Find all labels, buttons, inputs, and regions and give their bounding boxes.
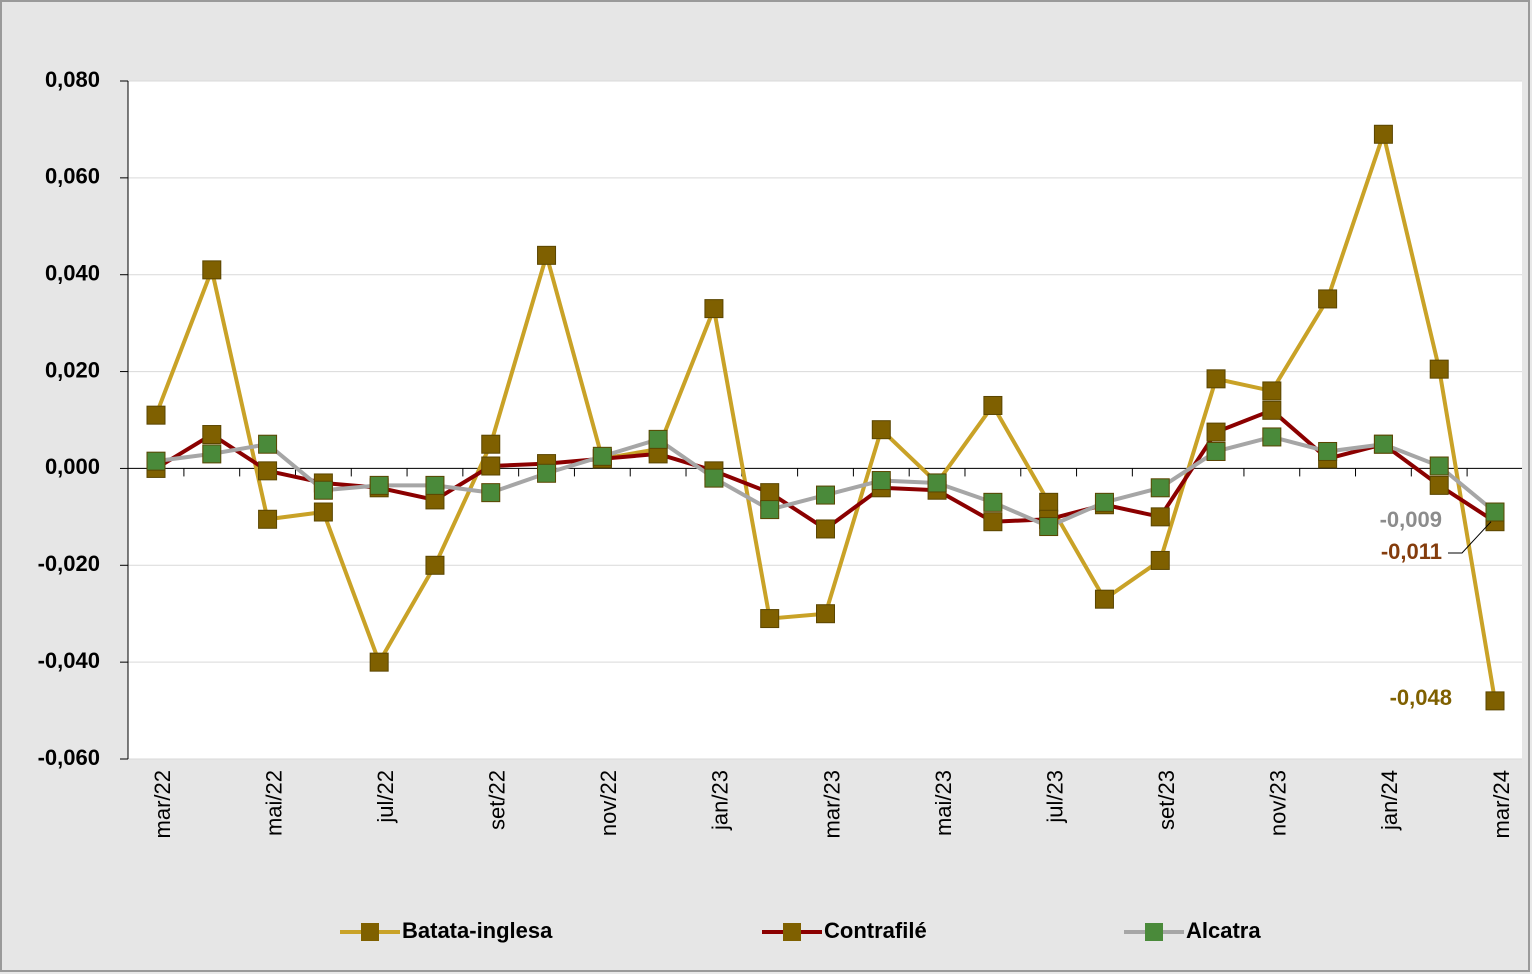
y-tick-label: -0,020 xyxy=(38,551,100,576)
y-tick-label: -0,040 xyxy=(38,648,100,673)
marker xyxy=(760,500,780,520)
marker xyxy=(927,473,947,493)
marker xyxy=(592,446,612,466)
marker xyxy=(871,471,891,491)
y-tick-label: -0,060 xyxy=(38,745,100,770)
marker xyxy=(1262,381,1282,401)
marker xyxy=(1429,475,1449,495)
x-tick-label: mai/22 xyxy=(261,770,286,836)
marker xyxy=(1429,456,1449,476)
x-tick-label: nov/23 xyxy=(1266,770,1291,836)
data-label: -0,011 xyxy=(1381,539,1442,564)
marker xyxy=(1039,517,1059,537)
marker xyxy=(1262,427,1282,447)
marker xyxy=(1429,359,1449,379)
marker xyxy=(258,509,278,529)
marker xyxy=(1318,289,1338,309)
marker xyxy=(704,468,724,488)
x-tick-label: mar/22 xyxy=(150,770,175,838)
marker xyxy=(369,652,389,672)
legend-marker xyxy=(361,923,379,941)
marker xyxy=(481,456,501,476)
marker xyxy=(146,451,166,471)
marker xyxy=(871,420,891,440)
legend-marker xyxy=(1145,923,1163,941)
marker xyxy=(425,555,445,575)
x-tick-label: mar/24 xyxy=(1489,770,1514,838)
marker xyxy=(146,405,166,425)
marker xyxy=(313,502,333,522)
marker xyxy=(202,260,222,280)
data-label: -0,009 xyxy=(1380,507,1442,532)
y-tick-label: 0,080 xyxy=(45,67,100,92)
marker xyxy=(481,483,501,503)
marker xyxy=(369,475,389,495)
marker xyxy=(202,425,222,445)
marker xyxy=(1150,507,1170,527)
x-tick-label: jul/22 xyxy=(373,770,398,824)
data-label: -0,048 xyxy=(1390,685,1452,710)
marker xyxy=(983,395,1003,415)
y-tick-label: 0,060 xyxy=(45,164,100,189)
marker xyxy=(648,429,668,449)
marker xyxy=(1206,422,1226,442)
y-tick-label: 0,000 xyxy=(45,454,100,479)
marker xyxy=(760,609,780,629)
marker xyxy=(1206,369,1226,389)
marker xyxy=(760,483,780,503)
marker xyxy=(704,299,724,319)
legend-label: Alcatra xyxy=(1186,918,1261,943)
y-tick-label: 0,020 xyxy=(45,357,100,382)
x-tick-label: jul/23 xyxy=(1042,770,1067,824)
marker xyxy=(537,463,557,483)
marker xyxy=(1485,502,1505,522)
x-tick-label: set/22 xyxy=(485,770,510,830)
y-tick-label: 0,040 xyxy=(45,261,100,286)
marker xyxy=(1094,589,1114,609)
legend-label: Contrafilé xyxy=(824,918,927,943)
x-tick-label: mar/23 xyxy=(819,770,844,838)
plot-area xyxy=(128,81,1522,759)
leader-line xyxy=(1448,521,1492,554)
x-tick-label: mai/23 xyxy=(931,770,956,836)
marker xyxy=(1262,400,1282,420)
marker xyxy=(1039,492,1059,512)
marker xyxy=(481,434,501,454)
marker xyxy=(1150,550,1170,570)
marker xyxy=(258,434,278,454)
marker xyxy=(202,444,222,464)
x-tick-label: jan/24 xyxy=(1377,770,1402,831)
legend-marker xyxy=(783,923,801,941)
marker xyxy=(983,512,1003,532)
x-tick-label: nov/22 xyxy=(596,770,621,836)
marker xyxy=(1485,691,1505,711)
x-tick-label: set/23 xyxy=(1154,770,1179,830)
x-tick-label: jan/23 xyxy=(708,770,733,831)
marker xyxy=(1373,434,1393,454)
marker xyxy=(1318,441,1338,461)
marker xyxy=(1094,492,1114,512)
marker xyxy=(313,480,333,500)
marker xyxy=(816,604,835,624)
marker xyxy=(258,461,278,481)
marker xyxy=(1206,441,1226,461)
marker xyxy=(1373,124,1393,144)
marker xyxy=(816,519,835,539)
marker xyxy=(1150,478,1170,498)
marker xyxy=(425,475,445,495)
marker xyxy=(816,485,835,505)
marker xyxy=(537,245,557,265)
marker xyxy=(983,492,1003,512)
legend-label: Batata-inglesa xyxy=(402,918,553,943)
